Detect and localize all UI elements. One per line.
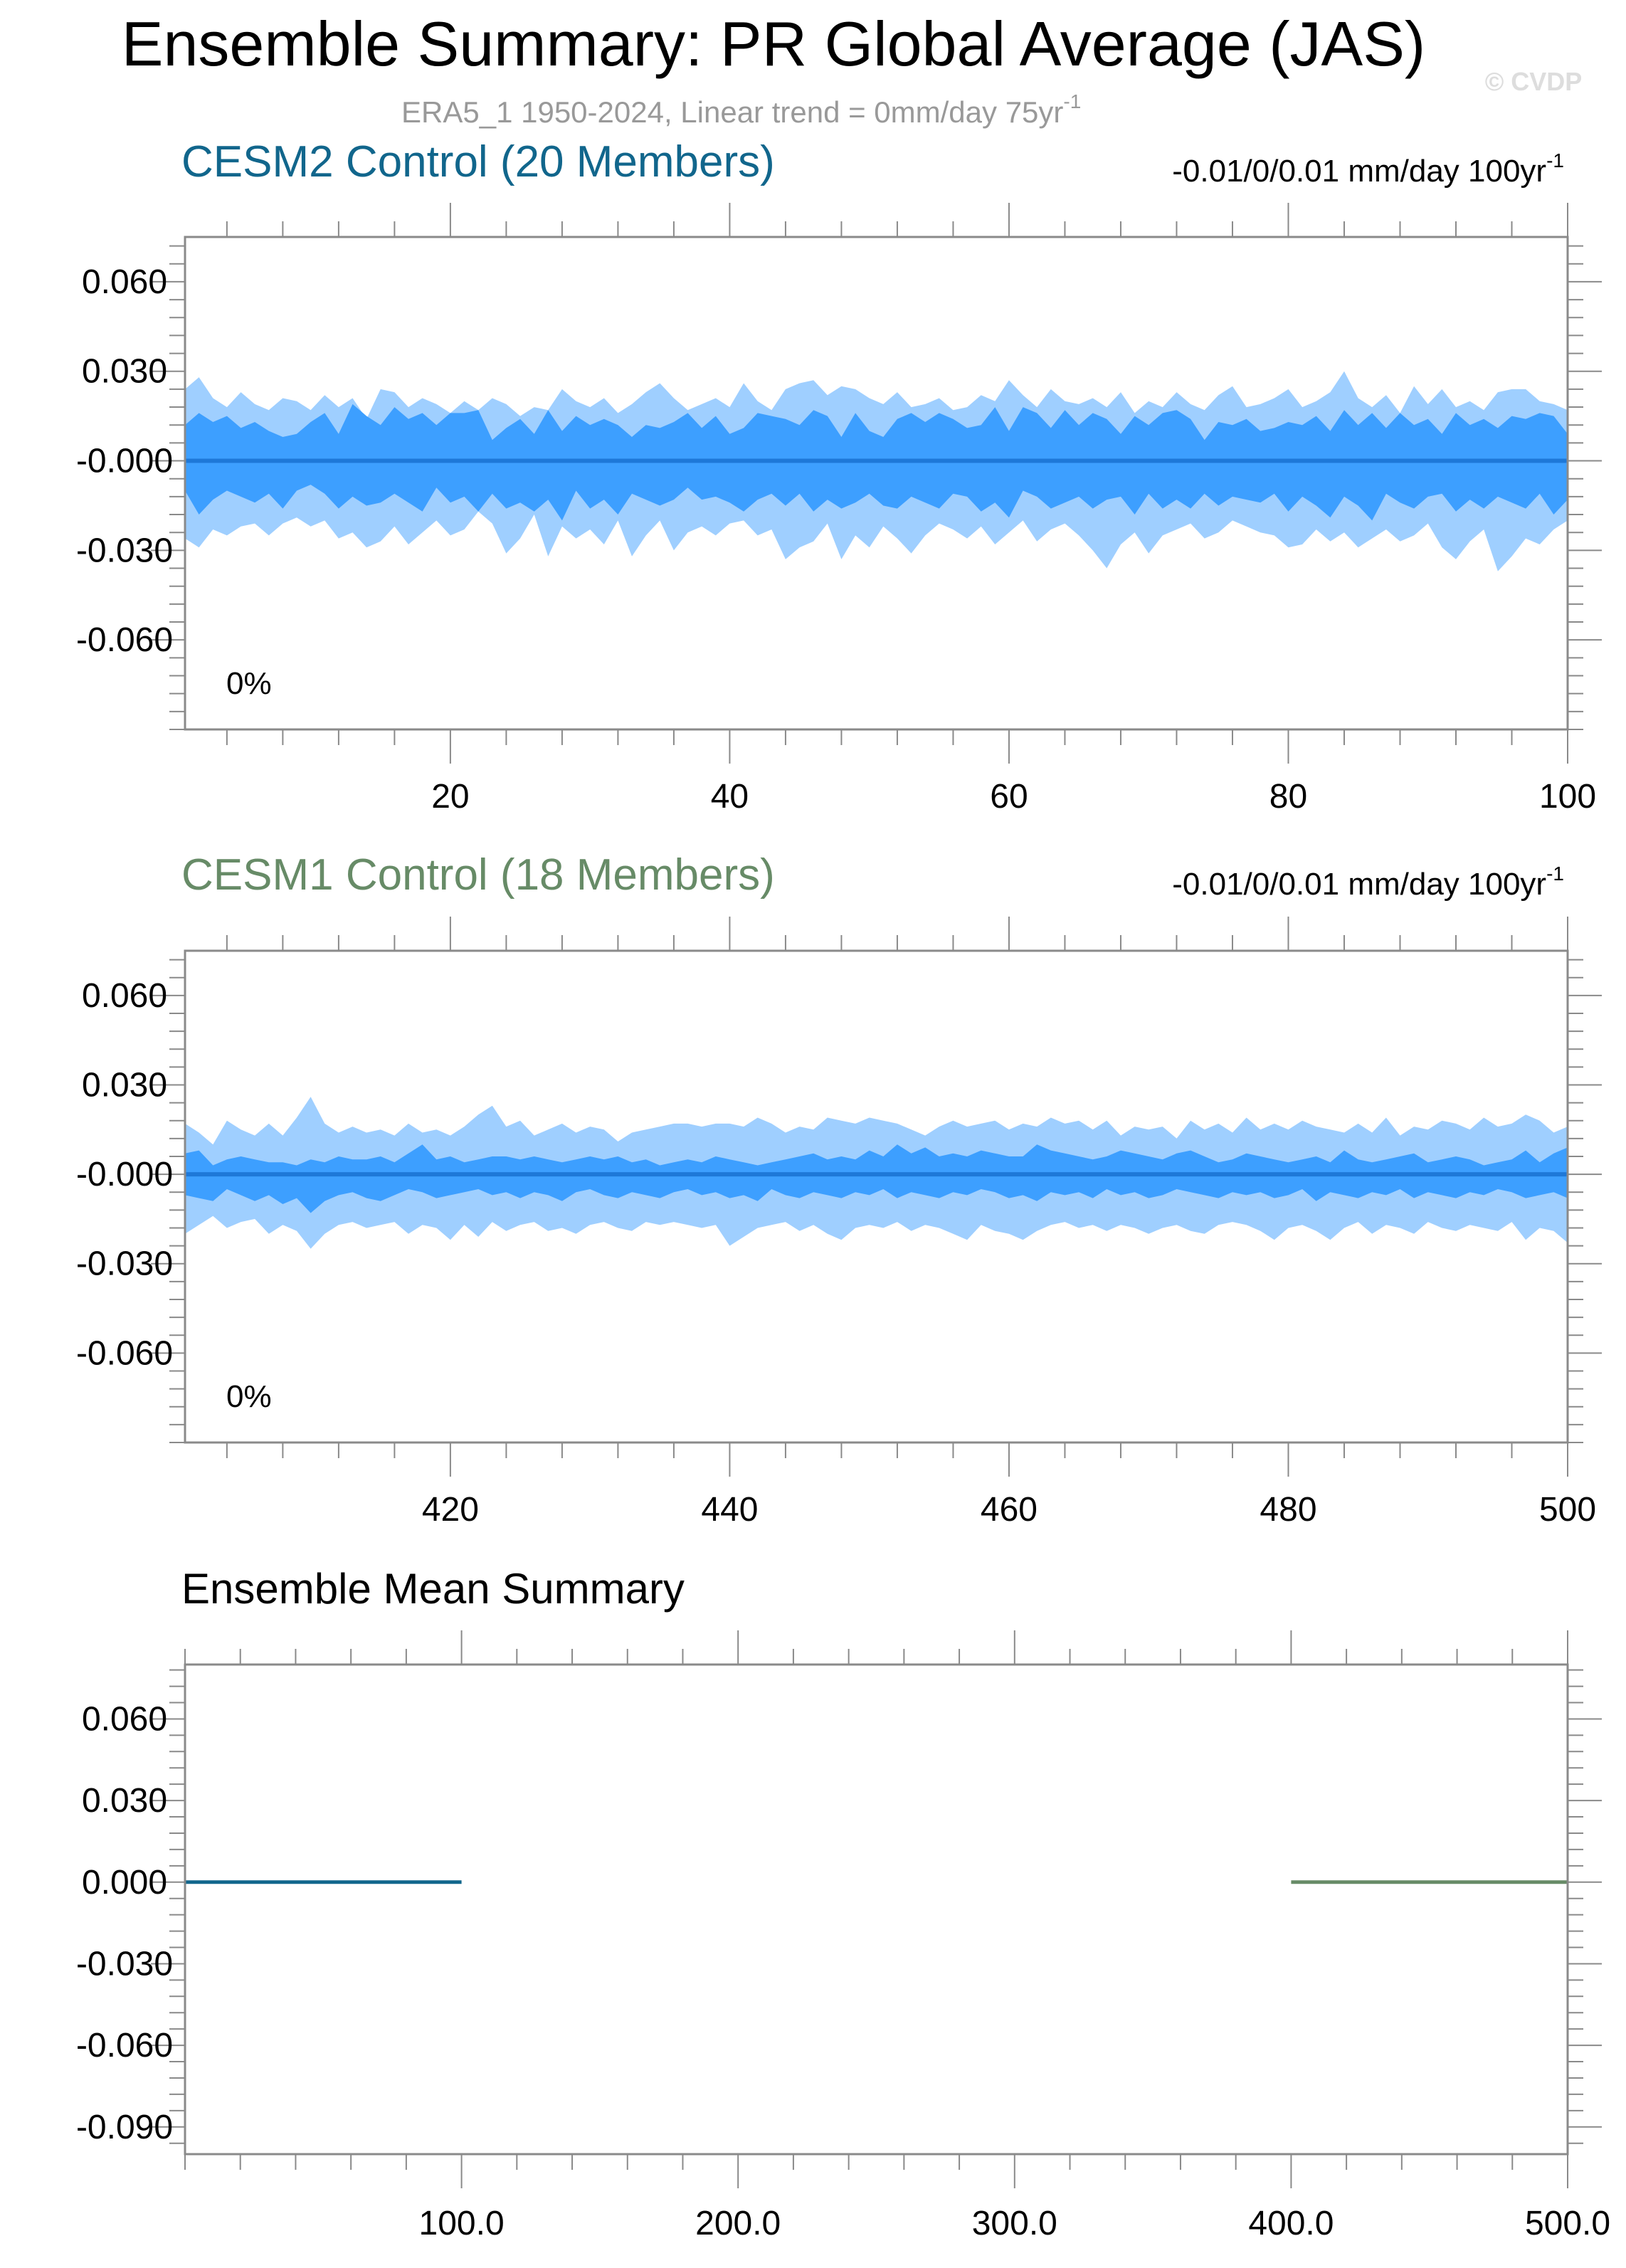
y-tick-label: -0.090	[76, 2109, 173, 2146]
ensemble-interdecile-band	[185, 1144, 1568, 1213]
plot-frame	[184, 1663, 1569, 2156]
y-tick-label: -0.060	[76, 621, 173, 659]
trend-label-exp: -1	[1546, 863, 1564, 885]
panel-ensemble-mean: Ensemble Mean Summary 0.060 0.030 0.000 -0.…	[76, 1565, 1610, 2242]
y-tick-label: 0.060	[82, 1700, 167, 1738]
y-tick-label: -0.000	[76, 443, 173, 480]
x-tick-label: 80	[1269, 778, 1307, 816]
x-tick-label: 20	[431, 778, 469, 816]
x-tick-label: 60	[990, 778, 1028, 816]
x-tick-label: 300.0	[972, 2205, 1057, 2242]
x-tick-label: 480	[1260, 1491, 1316, 1529]
trend-label-text: -0.01/0/0.01 mm/day 100yr	[1172, 867, 1546, 902]
watermark: © CVDP	[1485, 67, 1583, 96]
trend-label-cesm2: -0.01/0/0.01 mm/day 100yr-1	[1172, 149, 1564, 189]
plot-frame	[184, 949, 1569, 1444]
plot-frame	[184, 236, 1569, 731]
panel-cesm1: CESM1 Control (18 Members) -0.01/0/0.01 …	[76, 850, 1602, 1529]
y-tick-label: -0.030	[76, 1245, 173, 1283]
x-tick-label: 40	[711, 778, 749, 816]
x-tick-label: 100.0	[419, 2205, 505, 2242]
trend-label-text: -0.01/0/0.01 mm/day 100yr	[1172, 154, 1546, 189]
plot-area-ensemble-mean: 0.060 0.030 0.000 -0.030 -0.060 -0.090 100.0 20…	[76, 1630, 1610, 2242]
x-tick-label: 400.0	[1248, 2205, 1334, 2242]
y-tick-label: -0.030	[76, 1945, 173, 1983]
x-tick-label: 420	[422, 1491, 479, 1529]
x-tick-label: 440	[701, 1491, 758, 1529]
y-tick-label: 0.030	[82, 1782, 167, 1820]
y-tick-label: 0.030	[82, 353, 167, 391]
panel-title-ensemble-mean: Ensemble Mean Summary	[181, 1565, 685, 1613]
y-tick-label: -0.060	[76, 1334, 173, 1372]
y-tick-label: 0.060	[82, 263, 167, 301]
panel-cesm2: CESM2 Control (20 Members) -0.01/0/0.01 …	[76, 137, 1602, 816]
panel-title-cesm2: CESM2 Control (20 Members)	[181, 137, 775, 186]
figure-subtitle: ERA5_1 1950-2024, Linear trend = 0mm/day…	[401, 90, 1081, 129]
figure-title: Ensemble Summary: PR Global Average (JAS…	[122, 9, 1425, 79]
y-tick-label: -0.000	[76, 1156, 173, 1193]
figure-subtitle-main: ERA5_1 1950-2024, Linear trend = 0mm/day…	[401, 95, 1063, 129]
figure-subtitle-exp: -1	[1063, 90, 1081, 112]
panel-title-cesm1: CESM1 Control (18 Members)	[181, 850, 775, 900]
x-tick-label: 500	[1539, 1491, 1596, 1529]
percent-label-cesm2: 0%	[226, 666, 272, 701]
y-tick-label: 0.030	[82, 1066, 167, 1104]
x-tick-label: 500.0	[1525, 2205, 1610, 2242]
x-tick-label: 200.0	[695, 2205, 781, 2242]
percent-label-cesm1: 0%	[226, 1379, 272, 1414]
y-tick-label: 0.060	[82, 977, 167, 1015]
trend-label-exp: -1	[1546, 149, 1564, 172]
trend-label-cesm1: -0.01/0/0.01 mm/day 100yr-1	[1172, 863, 1564, 902]
plot-area-cesm1: 0.060 0.030 -0.000 -0.030 -0.060 420 440 460 480…	[76, 917, 1602, 1529]
x-tick-label: 460	[981, 1491, 1038, 1529]
x-tick-label: 100	[1539, 778, 1596, 816]
plot-area-cesm2: 0.060 0.030 -0.000 -0.030 -0.060 20 40 60 80 100	[76, 203, 1602, 816]
y-tick-label: -0.060	[76, 2027, 173, 2064]
y-tick-label: 0.000	[82, 1864, 167, 1902]
y-tick-label: -0.030	[76, 532, 173, 569]
